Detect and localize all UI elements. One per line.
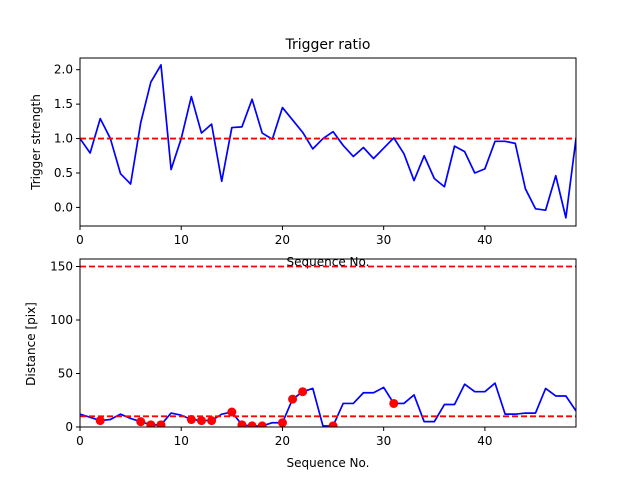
x-tick-label: 10 <box>174 233 189 247</box>
data-point-marker <box>389 398 399 408</box>
data-point-marker <box>156 420 166 427</box>
data-point-marker <box>146 420 156 427</box>
x-axis-label: Sequence No. <box>287 456 370 470</box>
y-tick-label: 50 <box>58 366 73 380</box>
y-tick-label: 100 <box>50 313 73 327</box>
y-tick-label: 0.0 <box>54 200 73 214</box>
data-point-marker <box>186 415 196 425</box>
x-tick-label: 0 <box>76 233 84 247</box>
y-axis-label: Distance [pix] <box>24 302 38 386</box>
data-point-marker <box>227 407 237 417</box>
y-tick-label: 150 <box>50 259 73 273</box>
series-group <box>80 64 576 219</box>
y-axis-label: Trigger strength <box>29 94 43 191</box>
data-point-marker <box>196 416 206 426</box>
chart-title: Trigger ratio <box>284 37 370 53</box>
x-tick-label: 30 <box>376 233 391 247</box>
data-point-marker <box>207 416 217 426</box>
y-tick-label: 1.5 <box>54 97 73 111</box>
y-tick-label: 0.5 <box>54 166 73 180</box>
y-tick-label: 2.0 <box>54 63 73 77</box>
data-point-marker <box>288 394 298 404</box>
data-point-marker <box>247 421 257 427</box>
x-tick-label: 0 <box>76 434 84 448</box>
axes-frame <box>79 258 577 428</box>
plot-area: 0 10 20 30 40 0 50 100 150 <box>50 258 577 448</box>
distance-chart: 0 10 20 30 40 0 50 100 150 Sequence No. Distance… <box>24 258 577 470</box>
data-point-marker <box>237 420 247 427</box>
plot-area: 0 10 20 30 40 0.0 0.5 1.0 1.5 2.0 <box>54 57 577 247</box>
x-tick-label: 20 <box>275 434 290 448</box>
data-point-marker <box>277 418 287 427</box>
x-tick-label: 30 <box>376 434 391 448</box>
x-tick-label: 40 <box>477 233 492 247</box>
axes-frame <box>79 57 577 227</box>
series-group <box>80 265 576 427</box>
data-point-marker <box>298 387 308 397</box>
x-tick-label: 40 <box>477 434 492 448</box>
data-point-marker <box>257 421 267 427</box>
data-point-marker <box>136 417 146 427</box>
x-tick-label: 10 <box>174 434 189 448</box>
data-point-marker <box>95 416 105 426</box>
series-line <box>80 64 576 219</box>
y-tick-label: 1.0 <box>54 132 73 146</box>
y-tick-label: 0 <box>65 420 73 434</box>
data-point-marker <box>328 421 338 427</box>
x-tick-label: 20 <box>275 233 290 247</box>
